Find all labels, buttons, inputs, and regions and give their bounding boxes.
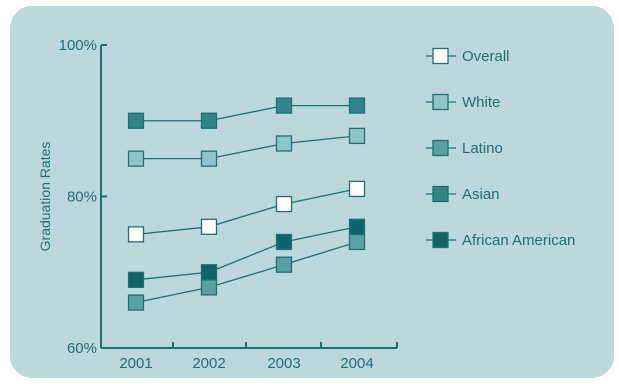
data-point <box>127 271 145 288</box>
data-point <box>275 135 293 152</box>
legend: Overall White Latino Asian African American <box>426 47 575 249</box>
data-point <box>348 233 366 251</box>
data-point <box>127 294 145 311</box>
legend-swatch <box>432 139 449 157</box>
data-point <box>348 180 366 198</box>
legend-label: White <box>462 94 500 111</box>
y-tick-label: 100% <box>59 37 97 54</box>
line-chart: 60% 80% 100% 2001 2002 2003 2004 Graduation Rat… <box>37 37 575 372</box>
legend-swatch <box>432 231 449 249</box>
legend-label: Asian <box>462 186 500 203</box>
x-tick-label: 2003 <box>267 355 300 372</box>
chart-panel: 60% 80% 100% 2001 2002 2003 2004 Graduation Rat… <box>10 6 614 378</box>
series-line <box>135 241 358 304</box>
data-point <box>200 264 218 281</box>
x-tick-label: 2004 <box>340 355 373 372</box>
legend-swatch <box>432 185 449 203</box>
legend-swatch <box>432 93 449 111</box>
data-point <box>275 195 293 213</box>
data-point <box>348 97 366 114</box>
data-point <box>200 150 218 167</box>
data-point <box>275 97 293 114</box>
legend-swatch <box>432 47 449 65</box>
data-point <box>127 150 145 167</box>
y-tick-label: 80% <box>67 189 97 206</box>
y-axis-label: Graduation Rates <box>37 142 53 252</box>
data-point <box>348 127 366 145</box>
x-tick-label: 2002 <box>192 355 225 372</box>
data-point <box>200 218 218 235</box>
series-markers <box>127 97 366 311</box>
data-point <box>275 256 293 273</box>
series-lines <box>135 104 358 304</box>
series-line <box>135 226 358 281</box>
series-line <box>136 104 357 122</box>
series-line <box>135 188 358 236</box>
data-point <box>200 112 218 129</box>
data-point <box>127 226 145 243</box>
legend-label: African American <box>462 232 575 249</box>
data-point <box>275 233 293 251</box>
axes: 60% 80% 100% 2001 2002 2003 2004 Graduation Rat… <box>37 37 398 372</box>
data-point <box>127 112 145 129</box>
legend-label: Latino <box>462 140 503 157</box>
series-line <box>136 135 358 160</box>
data-point <box>200 279 218 296</box>
x-tick-label: 2001 <box>119 355 152 372</box>
data-point <box>348 218 366 235</box>
y-tick-label: 60% <box>67 340 97 357</box>
legend-label: Overall <box>462 48 510 65</box>
